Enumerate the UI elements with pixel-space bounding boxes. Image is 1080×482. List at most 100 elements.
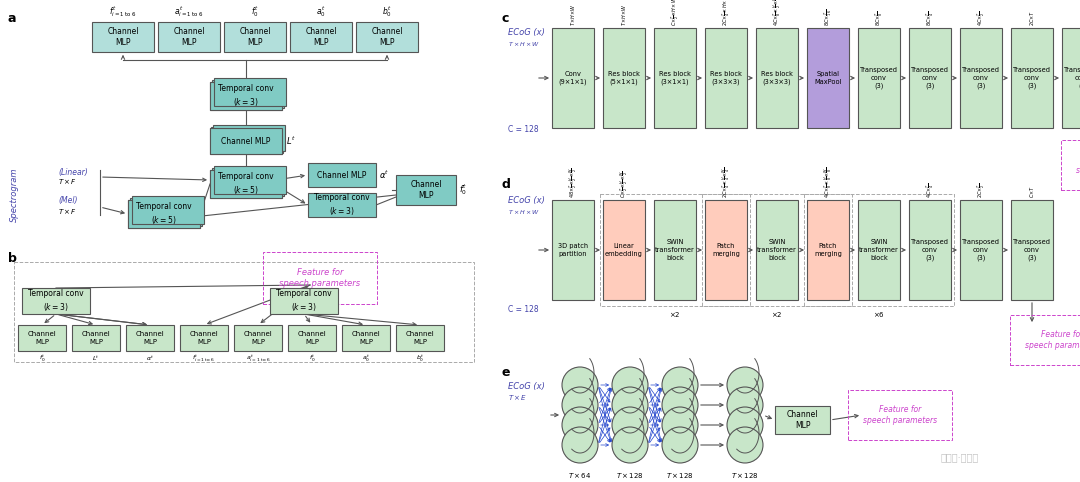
FancyBboxPatch shape (129, 200, 200, 228)
Text: Channel MLP: Channel MLP (318, 171, 367, 179)
Text: $\alpha^t$: $\alpha^t$ (146, 354, 154, 363)
FancyBboxPatch shape (210, 170, 282, 198)
Text: $C\!\times\!T$: $C\!\times\!T$ (1028, 185, 1036, 198)
Text: a: a (8, 12, 16, 25)
Text: Channel
MLP: Channel MLP (786, 410, 819, 430)
Text: $4C\!\times\!\frac{T}{8}\!\times\!\frac{H}{2}\!\times\!\frac{W}{2}$: $4C\!\times\!\frac{T}{8}\!\times\!\frac{… (771, 0, 783, 26)
FancyBboxPatch shape (214, 166, 286, 194)
Text: $f^t_{i=1\rm{\ to\ }6}$: $f^t_{i=1\rm{\ to\ }6}$ (109, 4, 137, 19)
Text: SWIN
transformer
block: SWIN transformer block (656, 240, 694, 260)
Circle shape (612, 367, 648, 403)
Text: Temporal conv
$(k = 3)$: Temporal conv $(k = 3)$ (314, 193, 369, 217)
Circle shape (727, 427, 762, 463)
Text: $T\!\times\!H\!\times\!W$: $T\!\times\!H\!\times\!W$ (569, 3, 577, 26)
Circle shape (662, 407, 698, 443)
Circle shape (612, 387, 648, 423)
Text: 3D patch
partition: 3D patch partition (558, 243, 589, 257)
Circle shape (562, 427, 598, 463)
Text: $T \times F$: $T \times F$ (58, 206, 77, 215)
Text: (Mel): (Mel) (58, 197, 78, 205)
Text: $T \times 128$: $T \times 128$ (731, 471, 759, 480)
Text: e: e (502, 366, 511, 379)
Text: $b^t_0$: $b^t_0$ (416, 354, 424, 364)
FancyBboxPatch shape (72, 325, 120, 351)
Text: $4C\!\times\!\frac{T}{8}\!\times\!\frac{H}{8}\!\times\!\frac{W}{8}$: $4C\!\times\!\frac{T}{8}\!\times\!\frac{… (822, 167, 834, 198)
FancyBboxPatch shape (213, 125, 285, 151)
FancyBboxPatch shape (705, 200, 747, 300)
Text: $T\!\times\!H\!\times\!W$: $T\!\times\!H\!\times\!W$ (620, 3, 627, 26)
Text: Channel
MLP: Channel MLP (244, 331, 272, 345)
FancyBboxPatch shape (756, 200, 798, 300)
Text: $f^t_{i=1\rm{\ to\ }6}$: $f^t_{i=1\rm{\ to\ }6}$ (192, 354, 216, 364)
Text: Temporal conv
$(k = 3)$: Temporal conv $(k = 3)$ (276, 289, 332, 313)
Text: ECoG (x): ECoG (x) (508, 381, 545, 390)
FancyBboxPatch shape (858, 200, 900, 300)
Text: $a^t_0$: $a^t_0$ (362, 354, 370, 364)
Text: $T \times 128$: $T \times 128$ (616, 471, 644, 480)
Text: SWIN
transformer
block: SWIN transformer block (859, 240, 899, 260)
Text: $b^t_0$: $b^t_0$ (382, 4, 392, 19)
FancyBboxPatch shape (705, 28, 747, 128)
Text: Channel
MLP: Channel MLP (306, 27, 337, 47)
Text: $f^t_0$: $f^t_0$ (309, 354, 315, 364)
Text: Transposed
conv
(3): Transposed conv (3) (1064, 67, 1080, 89)
Text: Transposed
conv
(3): Transposed conv (3) (860, 67, 897, 89)
Text: $C\!\times\!\frac{T}{2}\!\times\!H\!\times\!W$: $C\!\times\!\frac{T}{2}\!\times\!H\!\tim… (670, 0, 680, 26)
Text: $a^t_{i=1\rm{\ to\ }6}$: $a^t_{i=1\rm{\ to\ }6}$ (245, 354, 270, 364)
FancyBboxPatch shape (654, 28, 696, 128)
Text: $2C\!\times\!\frac{T}{4}\!\times\!\frac{H}{4}\!\times\!\frac{W}{4}$: $2C\!\times\!\frac{T}{4}\!\times\!\frac{… (720, 167, 732, 198)
Text: $L^t$: $L^t$ (92, 354, 99, 363)
FancyBboxPatch shape (552, 200, 594, 300)
FancyBboxPatch shape (212, 80, 284, 108)
FancyBboxPatch shape (756, 28, 798, 128)
FancyBboxPatch shape (342, 325, 390, 351)
Text: $T \times 64$: $T \times 64$ (568, 471, 592, 480)
Circle shape (662, 387, 698, 423)
FancyBboxPatch shape (211, 127, 283, 153)
FancyBboxPatch shape (224, 22, 286, 52)
Text: Channel
MLP: Channel MLP (107, 27, 138, 47)
Text: $4C\!\times\!\frac{T}{2}$: $4C\!\times\!\frac{T}{2}$ (975, 11, 987, 26)
Text: $T \times H \times W$: $T \times H \times W$ (508, 208, 540, 216)
Circle shape (727, 387, 762, 423)
Text: Res block
(3×1×1): Res block (3×1×1) (659, 71, 691, 85)
Text: b: b (8, 252, 17, 265)
Text: $\alpha^t$: $\alpha^t$ (379, 169, 390, 181)
Text: Feature for
speech parameters: Feature for speech parameters (863, 405, 937, 425)
Text: Channel
MLP: Channel MLP (298, 331, 326, 345)
FancyBboxPatch shape (1062, 28, 1080, 128)
FancyBboxPatch shape (909, 28, 951, 128)
FancyBboxPatch shape (858, 28, 900, 128)
Text: $8C\!\times\!\frac{T}{16}$: $8C\!\times\!\frac{T}{16}$ (822, 9, 834, 26)
Text: Feature for
speech parameters: Feature for speech parameters (1076, 155, 1080, 174)
Text: $T \times F$: $T \times F$ (58, 177, 77, 187)
Text: $8C\!\times\!\frac{T}{8}$: $8C\!\times\!\frac{T}{8}$ (874, 11, 885, 26)
FancyBboxPatch shape (210, 128, 282, 154)
FancyBboxPatch shape (775, 406, 831, 434)
FancyBboxPatch shape (396, 175, 456, 205)
Circle shape (562, 387, 598, 423)
FancyBboxPatch shape (22, 288, 90, 314)
FancyBboxPatch shape (288, 325, 336, 351)
Text: $C\!\times\!\frac{T}{2}\!\times\!\frac{H}{2}\!\times\!\frac{W}{2}$: $C\!\times\!\frac{T}{2}\!\times\!\frac{H… (618, 170, 630, 198)
Text: Channel
MLP: Channel MLP (406, 331, 434, 345)
Text: Channel
MLP: Channel MLP (410, 180, 442, 200)
Text: Channel
MLP: Channel MLP (136, 331, 164, 345)
Text: (Linear): (Linear) (58, 168, 87, 176)
FancyBboxPatch shape (132, 196, 204, 224)
FancyBboxPatch shape (18, 325, 66, 351)
Circle shape (562, 407, 598, 443)
FancyBboxPatch shape (126, 325, 174, 351)
Text: Transposed
conv
(3): Transposed conv (3) (1013, 67, 1051, 89)
Text: SWIN
transformer
block: SWIN transformer block (757, 240, 797, 260)
FancyBboxPatch shape (180, 325, 228, 351)
Text: $\times 6$: $\times 6$ (873, 310, 885, 319)
Text: $4C\!\times\!\frac{T}{4}$: $4C\!\times\!\frac{T}{4}$ (924, 183, 935, 198)
Circle shape (662, 427, 698, 463)
Text: Spectrogram: Spectrogram (10, 168, 18, 222)
FancyBboxPatch shape (654, 200, 696, 300)
FancyBboxPatch shape (396, 325, 444, 351)
Text: Transposed
conv
(3): Transposed conv (3) (962, 67, 1000, 89)
Text: C = 128: C = 128 (508, 306, 539, 314)
FancyBboxPatch shape (1011, 200, 1053, 300)
